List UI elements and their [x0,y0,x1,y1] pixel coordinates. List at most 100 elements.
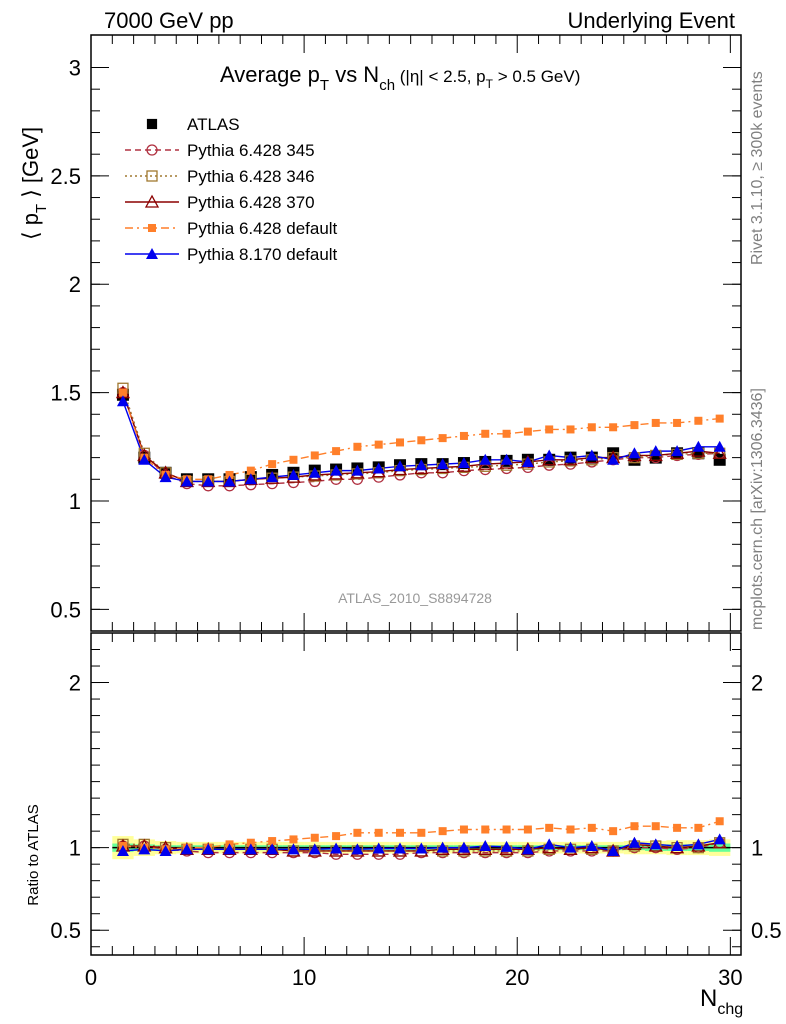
ratio-point-p8 [585,840,598,852]
ratio-point-p8 [330,842,343,854]
ratio-point-p8 [692,838,705,850]
ratio-point-p6def [545,823,554,832]
ratio-point-p6def [587,823,596,832]
analysis-id: ATLAS_2010_S8894728 [338,590,492,606]
point-p8 [415,459,428,471]
point-p8 [649,445,662,457]
point-p8 [457,457,470,469]
point-p6def [523,427,532,436]
ratio-point-p8 [628,836,641,848]
ratio-point-p6def [694,823,703,832]
legend-label-p346: Pythia 6.428 346 [187,167,315,186]
title-part-d: > 0.5 GeV) [493,67,580,86]
ratio-point-p8 [116,844,129,856]
ratio-point-p6def [310,833,319,842]
ratio-y-tick-label-right: 0.5 [751,918,782,943]
point-p6def [289,455,298,464]
ratio-point-p8 [479,840,492,852]
point-p8 [564,451,577,463]
ratio-point-p6def [651,822,660,831]
point-p8 [223,475,236,487]
mcplots-label: mcplots.cern.ch [arXiv:1306.3436] [749,388,766,630]
ratio-point-p8 [180,843,193,855]
point-p6def [715,414,724,423]
title-part-b: vs N [329,62,379,87]
point-p6def [609,423,618,432]
point-p8 [351,464,364,476]
y-tick-label: 1.5 [50,381,81,406]
point-p8 [436,458,449,470]
ratio-point-p6def [459,825,468,834]
point-p8 [521,455,534,467]
ratio-y-tick-label: 0.5 [50,918,81,943]
point-p6def [310,451,319,460]
point-p6def [651,418,660,427]
ratio-point-p8 [713,833,726,845]
ratio-point-p6def [502,825,511,834]
legend-marker-p370 [144,194,160,208]
ratio-point-p8 [500,840,513,852]
title-part-c: (|η| < 2.5, p [395,67,486,86]
point-p6def [545,425,554,434]
ratio-point-p8 [308,843,321,855]
x-tick-label: 0 [85,965,97,990]
ratio-point-p6def [523,825,532,834]
y-axis-label: ⟨ pT ⟩ [GeV] [18,127,50,240]
ratio-y-tick-label: 1 [69,836,81,861]
ratio-frame [90,632,742,956]
point-p8 [287,468,300,480]
point-p8 [138,453,151,465]
point-p8 [500,453,513,465]
legend: ATLAS Pythia 6.428 345 Pythia 6.428 346 Pyt… [125,115,338,264]
ratio-point-p6def [481,825,490,834]
title-sub-b: ch [379,77,395,94]
point-p8 [372,462,385,474]
y-tick-label: 2 [69,272,81,297]
point-p6def [566,425,575,434]
ylabel-sub: T [33,204,50,213]
ratio-point-p8 [436,841,449,853]
ratio-point-p8 [394,842,407,854]
ratio-y-tick-label: 2 [69,671,81,696]
legend-marker-atlas [146,118,158,130]
ratio-point-p8 [372,842,385,854]
point-p6def [481,429,490,438]
point-p6def [438,434,447,443]
point-p8 [202,475,215,487]
ratio-point-p6def [673,823,682,832]
ylabel-pre: ⟨ p [18,213,43,240]
point-p6def [268,460,277,469]
point-p6def [502,429,511,438]
x-axis-label: Nchg [700,985,743,1018]
point-p8 [394,460,407,472]
point-p6def [694,416,703,425]
header-left: 7000 GeV pp [104,8,234,33]
point-p8 [671,445,684,457]
ratio-point-p6def [353,828,362,837]
point-p8 [628,447,641,459]
point-p8 [159,471,172,483]
ratio-y-tick-label-right: 2 [751,671,763,696]
ratio-panel: 0.5 0.51 12 20 10 20 30 [50,632,782,990]
point-p8 [116,395,129,407]
ratio-point-p8 [266,843,279,855]
point-p8 [266,471,279,483]
point-p6def [225,470,234,479]
point-p8 [607,453,620,465]
point-p6def [587,423,596,432]
xlabel-sub: chg [717,1001,743,1018]
ratio-point-p8 [415,842,428,854]
point-p8 [479,453,492,465]
point-p8 [180,475,193,487]
legend-label-p370: Pythia 6.428 370 [187,193,315,212]
ratio-point-p8 [202,843,215,855]
point-p8 [713,440,726,452]
point-p8 [244,473,257,485]
legend-marker-p346 [146,170,158,182]
main-frame [90,34,742,632]
ratio-point-p8 [287,843,300,855]
rivet-label: Rivet 3.1.10, ≥ 300k events [749,71,766,265]
point-p6def [118,388,127,397]
ratio-point-p8 [564,841,577,853]
